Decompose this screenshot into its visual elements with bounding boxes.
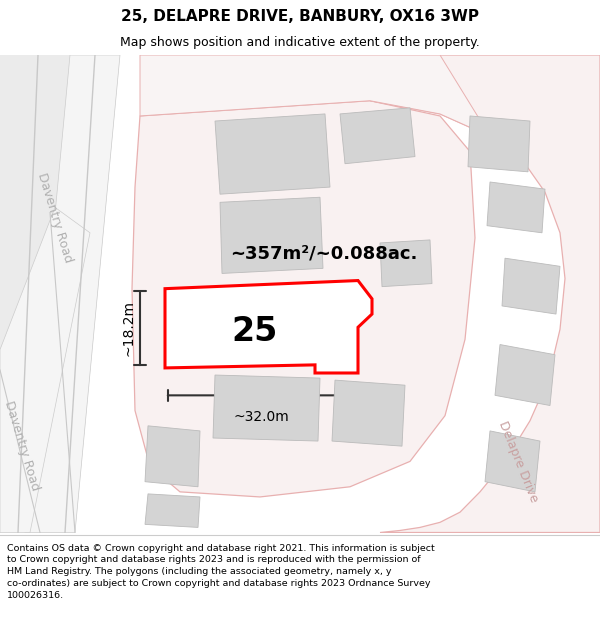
Polygon shape bbox=[132, 101, 475, 497]
Polygon shape bbox=[487, 182, 545, 232]
Polygon shape bbox=[25, 55, 120, 532]
Text: ~18.2m: ~18.2m bbox=[121, 300, 135, 356]
Polygon shape bbox=[140, 55, 490, 136]
Polygon shape bbox=[220, 198, 323, 273]
Text: ~357m²/~0.088ac.: ~357m²/~0.088ac. bbox=[230, 244, 418, 262]
Polygon shape bbox=[495, 344, 555, 406]
Text: Daventry Road: Daventry Road bbox=[2, 399, 42, 492]
Text: Contains OS data © Crown copyright and database right 2021. This information is : Contains OS data © Crown copyright and d… bbox=[7, 544, 435, 600]
Text: 25: 25 bbox=[232, 315, 278, 348]
Text: ~32.0m: ~32.0m bbox=[233, 409, 289, 424]
Polygon shape bbox=[145, 494, 200, 528]
Polygon shape bbox=[215, 114, 330, 194]
Polygon shape bbox=[485, 431, 540, 492]
Polygon shape bbox=[332, 380, 405, 446]
Text: Daventry Road: Daventry Road bbox=[35, 171, 75, 264]
Polygon shape bbox=[380, 240, 432, 287]
Polygon shape bbox=[0, 55, 120, 532]
Polygon shape bbox=[468, 116, 530, 172]
Polygon shape bbox=[213, 375, 320, 441]
Text: Delapre Drive: Delapre Drive bbox=[496, 419, 540, 504]
Polygon shape bbox=[340, 108, 415, 164]
Polygon shape bbox=[0, 208, 90, 532]
Polygon shape bbox=[145, 426, 200, 487]
Polygon shape bbox=[165, 281, 372, 373]
Polygon shape bbox=[0, 55, 600, 532]
Polygon shape bbox=[370, 55, 600, 532]
Text: Map shows position and indicative extent of the property.: Map shows position and indicative extent… bbox=[120, 36, 480, 49]
Polygon shape bbox=[502, 258, 560, 314]
Text: 25, DELAPRE DRIVE, BANBURY, OX16 3WP: 25, DELAPRE DRIVE, BANBURY, OX16 3WP bbox=[121, 9, 479, 24]
